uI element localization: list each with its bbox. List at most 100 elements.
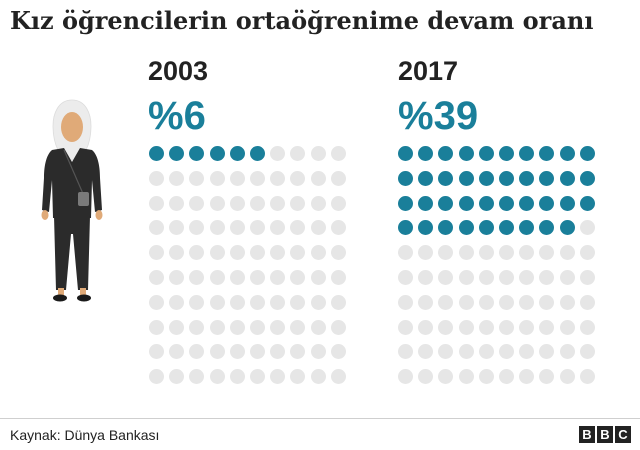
waffle-dot-empty xyxy=(229,344,245,360)
waffle-dot-filled xyxy=(559,220,575,236)
waffle-dot-empty xyxy=(149,369,164,385)
waffle-dot-empty xyxy=(519,319,535,335)
waffle-dot-empty xyxy=(458,270,474,285)
waffle-dot-empty xyxy=(149,220,164,236)
waffle-dot-empty xyxy=(290,344,306,360)
waffle-dot-empty xyxy=(149,270,164,285)
waffle-dot-filled xyxy=(438,170,454,186)
waffle-dot-filled xyxy=(398,146,413,161)
waffle-dot-empty xyxy=(209,270,225,285)
waffle-dot-empty xyxy=(499,369,514,385)
waffle-dot-empty xyxy=(519,344,535,360)
waffle-dot-empty xyxy=(189,369,205,385)
waffle-dot-empty xyxy=(539,245,555,261)
waffle-dot-empty xyxy=(310,195,326,211)
waffle-dot-empty xyxy=(270,195,286,211)
waffle-dot-filled xyxy=(458,220,474,236)
waffle-dot-filled xyxy=(418,195,434,211)
waffle-dot-filled xyxy=(519,195,535,211)
waffle-dot-filled xyxy=(418,220,434,236)
percentage-label-2017: %39 xyxy=(398,94,479,138)
percentage-label-2003: %6 xyxy=(148,94,206,138)
waffle-dot-empty xyxy=(189,344,205,360)
waffle-dot-empty xyxy=(250,195,265,211)
waffle-dot-empty xyxy=(458,369,474,385)
waffle-dot-empty xyxy=(579,369,595,385)
footer-divider xyxy=(0,418,640,419)
waffle-dot-empty xyxy=(290,245,306,261)
waffle-dot-empty xyxy=(398,245,413,261)
waffle-dot-empty xyxy=(310,220,326,236)
waffle-dot-empty xyxy=(169,195,185,211)
waffle-dot-empty xyxy=(579,245,595,261)
waffle-dot-filled xyxy=(418,170,434,186)
waffle-dot-filled xyxy=(250,146,265,161)
waffle-dot-empty xyxy=(499,319,514,335)
waffle-dot-empty xyxy=(539,270,555,285)
waffle-dot-empty xyxy=(209,195,225,211)
waffle-dot-empty xyxy=(229,270,245,285)
year-label-2003: 2003 xyxy=(148,56,209,86)
waffle-dot-empty xyxy=(398,319,413,335)
waffle-dot-filled xyxy=(478,146,494,161)
waffle-dot-filled xyxy=(519,220,535,236)
waffle-dot-empty xyxy=(189,294,205,310)
waffle-dot-empty xyxy=(458,245,474,261)
waffle-dot-filled xyxy=(398,220,413,236)
waffle-dot-empty xyxy=(559,270,575,285)
waffle-dot-filled xyxy=(438,195,454,211)
waffle-dot-empty xyxy=(330,195,346,211)
waffle-dot-empty xyxy=(579,270,595,285)
waffle-dot-empty xyxy=(398,369,413,385)
waffle-dot-empty xyxy=(270,369,286,385)
waffle-dot-empty xyxy=(519,294,535,310)
waffle-dot-filled xyxy=(478,220,494,236)
waffle-dot-filled xyxy=(209,146,225,161)
waffle-dot-empty xyxy=(499,344,514,360)
waffle-dot-empty xyxy=(458,319,474,335)
waffle-dot-empty xyxy=(270,270,286,285)
waffle-dot-empty xyxy=(539,319,555,335)
waffle-dot-filled xyxy=(229,146,245,161)
waffle-dot-empty xyxy=(189,319,205,335)
waffle-dot-empty xyxy=(189,170,205,186)
waffle-dot-filled xyxy=(539,195,555,211)
waffle-dot-empty xyxy=(330,319,346,335)
waffle-dot-empty xyxy=(290,369,306,385)
waffle-dot-empty xyxy=(250,369,265,385)
waffle-dot-empty xyxy=(418,369,434,385)
waffle-dot-empty xyxy=(169,170,185,186)
year-label-2017: 2017 xyxy=(398,56,459,86)
waffle-dot-empty xyxy=(579,319,595,335)
waffle-dot-filled xyxy=(559,195,575,211)
waffle-dot-empty xyxy=(229,294,245,310)
waffle-dot-empty xyxy=(149,294,164,310)
waffle-dot-empty xyxy=(209,319,225,335)
waffle-dot-empty xyxy=(209,170,225,186)
waffle-dot-empty xyxy=(330,369,346,385)
waffle-dot-empty xyxy=(169,369,185,385)
waffle-dot-empty xyxy=(519,245,535,261)
waffle-dot-empty xyxy=(290,319,306,335)
waffle-dot-filled xyxy=(499,170,514,186)
waffle-dot-empty xyxy=(418,270,434,285)
waffle-dot-filled xyxy=(458,170,474,186)
waffle-dot-empty xyxy=(229,220,245,236)
waffle-dot-filled xyxy=(418,146,434,161)
waffle-dot-empty xyxy=(290,220,306,236)
waffle-dot-filled xyxy=(438,146,454,161)
waffle-dot-empty xyxy=(310,146,326,161)
waffle-dot-filled xyxy=(539,170,555,186)
waffle-dot-empty xyxy=(270,146,286,161)
waffle-dot-empty xyxy=(478,344,494,360)
waffle-dot-filled xyxy=(398,195,413,211)
waffle-dot-empty xyxy=(189,220,205,236)
waffle-dot-empty xyxy=(189,195,205,211)
waffle-dot-empty xyxy=(229,319,245,335)
waffle-dot-empty xyxy=(209,344,225,360)
waffle-dot-empty xyxy=(398,344,413,360)
waffle-dot-empty xyxy=(330,146,346,161)
waffle-dot-filled xyxy=(579,170,595,186)
waffle-dot-empty xyxy=(330,170,346,186)
waffle-dot-empty xyxy=(250,344,265,360)
